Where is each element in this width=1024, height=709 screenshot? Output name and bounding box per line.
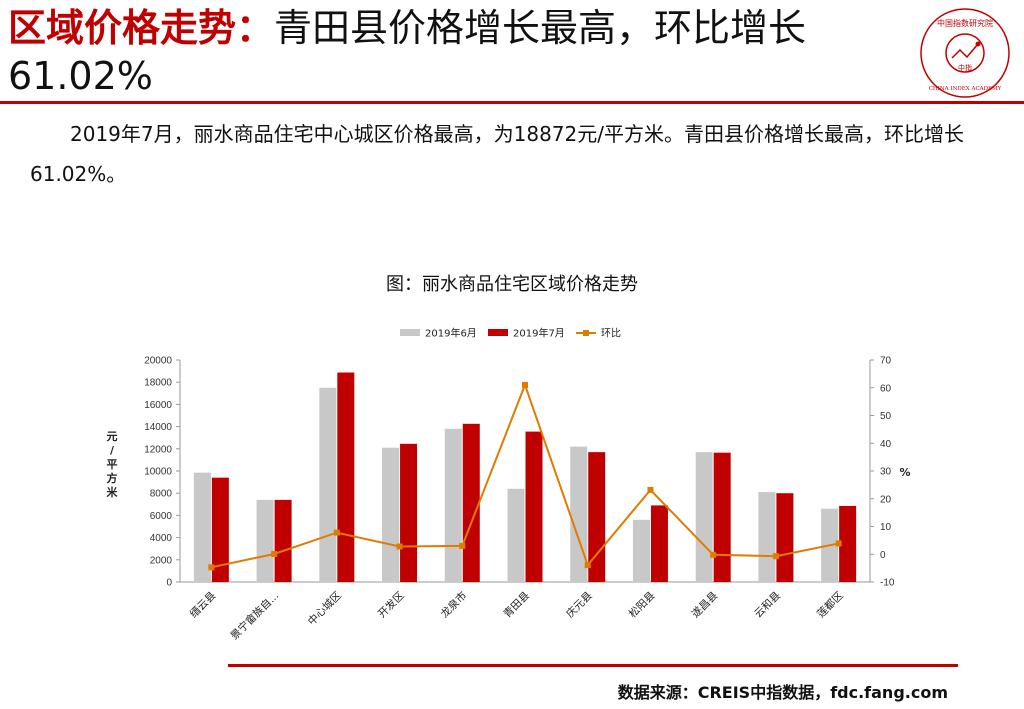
left-axis-tick-label: 20000 [144, 356, 172, 367]
mom-change-point [710, 551, 717, 558]
left-axis-tick-label: 8000 [150, 489, 173, 500]
mom-change-point [459, 542, 466, 549]
category-label: 开发区 [375, 589, 406, 620]
bar-2019-06 [758, 492, 776, 582]
legend-swatch-marker [583, 330, 589, 336]
bar-2019-07 [839, 505, 857, 582]
left-axis-tick-label: 14000 [144, 422, 172, 433]
page-title-highlight: 区域价格走势： [8, 6, 275, 50]
left-axis-tick-label: 0 [166, 578, 172, 589]
bar-2019-06 [444, 428, 462, 582]
left-axis-label-char: 方 [107, 471, 118, 485]
bar-2019-06 [193, 472, 211, 582]
legend-swatch [400, 329, 420, 336]
mom-change-point [647, 486, 654, 493]
right-axis-tick-label: 40 [880, 439, 892, 450]
right-axis-tick-label: 50 [880, 411, 892, 422]
left-axis-tick-label: 2000 [150, 555, 173, 566]
right-axis-tick-label: 30 [880, 467, 892, 478]
mom-change-point [835, 540, 842, 547]
left-axis-tick-label: 6000 [150, 511, 173, 522]
left-axis-label-char: / [110, 444, 115, 457]
logo-bottom-text: CHINA INDEX ACADEMY [929, 86, 1002, 92]
right-axis-tick-label: 0 [880, 550, 886, 561]
left-axis-label-char: 元 [107, 430, 118, 443]
category-label: 龙泉市 [438, 589, 469, 620]
title-divider [0, 101, 1024, 104]
left-axis-tick-label: 12000 [144, 444, 172, 455]
page-title: 区域价格走势：青田县价格增长最高，环比增长61.02% [8, 4, 908, 100]
right-axis-tick-label: -10 [880, 578, 895, 589]
bar-2019-06 [632, 519, 650, 582]
left-axis-tick-label: 18000 [144, 378, 172, 389]
category-label: 遂昌县 [689, 589, 720, 620]
category-label: 青田县 [501, 589, 532, 620]
right-axis-tick-label: 10 [880, 522, 892, 533]
left-axis-tick-label: 16000 [144, 400, 172, 411]
category-label: 松阳县 [626, 589, 657, 620]
right-axis-tick-label: 70 [880, 356, 892, 367]
right-axis-label: % [899, 466, 910, 479]
data-source: 数据来源：CREIS中指数据，fdc.fang.com [617, 683, 948, 702]
left-axis-label-char: 米 [106, 485, 119, 499]
logo-center-text: 中指 [958, 63, 972, 72]
right-axis-tick-label: 60 [880, 383, 892, 394]
bar-2019-07 [400, 443, 418, 582]
legend-swatch [488, 329, 508, 336]
mom-change-point [271, 550, 278, 557]
left-axis-tick-label: 4000 [150, 533, 173, 544]
legend-label: 2019年6月 [425, 327, 477, 340]
mom-change-point [208, 564, 215, 571]
bar-2019-06 [695, 452, 713, 582]
category-label: 云和县 [752, 590, 783, 621]
mom-change-point [522, 381, 528, 388]
bar-2019-07 [337, 372, 355, 582]
bar-2019-07 [776, 493, 794, 582]
mom-change-point [333, 529, 340, 536]
category-label: 中心城区 [305, 589, 344, 628]
right-axis-tick-label: 20 [880, 494, 892, 505]
category-label: 缙云县 [187, 589, 218, 620]
bar-2019-06 [507, 488, 525, 582]
bar-2019-06 [570, 446, 588, 582]
footer-divider [228, 664, 958, 667]
category-label: 莲都区 [815, 590, 846, 621]
bar-2019-06 [382, 447, 400, 582]
mom-change-point [396, 543, 403, 550]
logo-top-text: 中国指数研究院 [937, 18, 993, 28]
bar-2019-06 [319, 387, 337, 582]
summary-paragraph: 2019年7月，丽水商品住宅中心城区价格最高，为18872元/平方米。青田县价格… [30, 122, 964, 186]
price-trend-chart: 0 2000 4000 6000 8000 10000 12000 14000 16000 180… [106, 327, 911, 643]
left-axis-tick-label: 10000 [144, 467, 172, 478]
page-title-rest: 青田县价格增长最高，环比增长61.02% [8, 6, 807, 98]
category-label: 庆元县 [563, 589, 594, 620]
bar-2019-07 [211, 477, 229, 582]
bar-2019-07 [525, 431, 543, 582]
category-label: 景宁畲族自... [228, 589, 281, 642]
bar-2019-07 [650, 505, 668, 582]
bar-2019-07 [713, 452, 731, 582]
bar-2019-07 [462, 423, 480, 582]
bar-2019-07 [274, 499, 292, 582]
legend-label: 环比 [601, 328, 621, 340]
left-axis-label-char: 平 [107, 458, 118, 471]
chart-title: 图：丽水商品住宅区域价格走势 [386, 274, 638, 295]
china-index-academy-logo: 中国指数研究院 中指 CHINA INDEX ACADEMY [920, 8, 1010, 98]
legend-label: 2019年7月 [513, 327, 565, 340]
bar-2019-06 [256, 499, 274, 582]
mom-change-line [211, 382, 839, 569]
mom-change-point [772, 553, 779, 560]
mom-change-point [584, 562, 591, 569]
